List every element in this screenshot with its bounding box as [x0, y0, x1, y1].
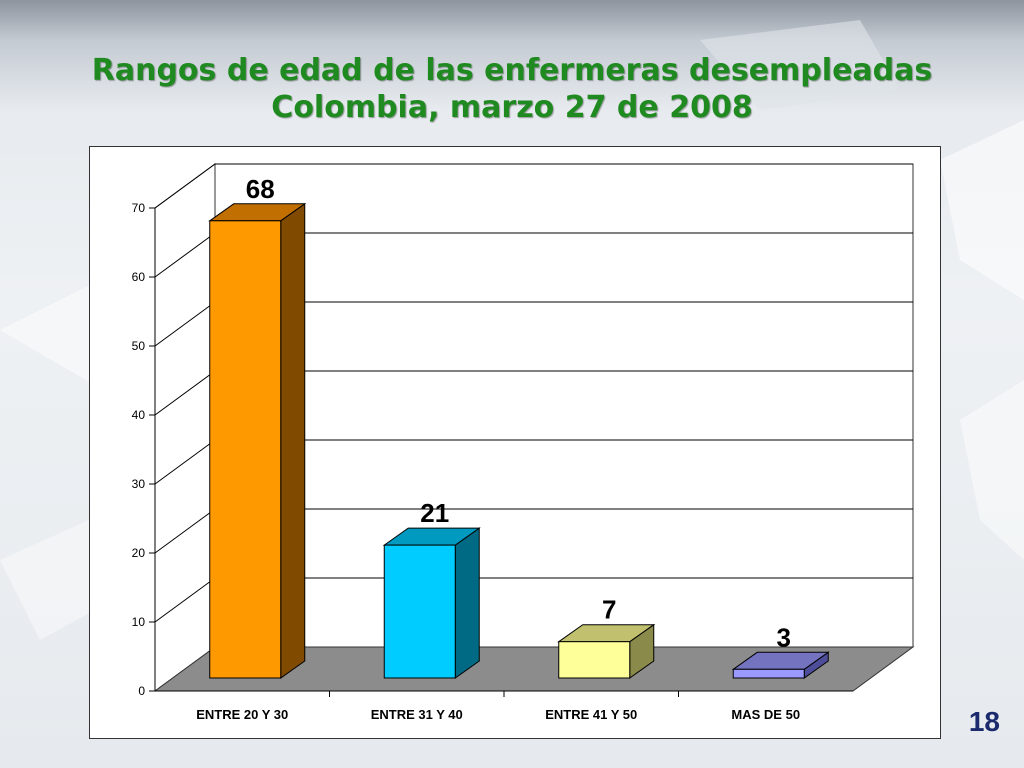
y-tick-label: 60 [132, 270, 146, 284]
chart-frame: 0 10 20 30 40 50 60 70 68 ENTRE 20 Y 30 21 ENTRE 31… [89, 146, 941, 739]
chart-back-wall [214, 163, 914, 648]
bar [732, 668, 805, 679]
bar-chart: 0 10 20 30 40 50 60 70 68 ENTRE 20 Y 30 21 ENTRE 31… [132, 163, 915, 722]
gridline-depth [154, 370, 216, 416]
title-line-1: Rangos de edad de las enfermeras desempl… [91, 53, 933, 88]
gridline-depth [154, 508, 216, 554]
bar [383, 544, 456, 679]
slide-title: Rangos de edad de las enfermeras desempl… [0, 52, 1024, 126]
y-tick-label: 10 [132, 615, 146, 629]
gridline-depth [154, 232, 216, 278]
bar [558, 641, 631, 679]
y-tick-label: 0 [138, 684, 145, 698]
gridline-depth [154, 301, 216, 347]
bar-side [280, 202, 306, 679]
gridline-depth [154, 163, 216, 209]
y-tick-label: 30 [132, 477, 146, 491]
chart-side-wall [154, 163, 216, 692]
y-tick-label: 40 [132, 408, 146, 422]
data-label: 3 [777, 622, 791, 652]
y-tick-label: 50 [132, 339, 146, 353]
x-tick-label: ENTRE 31 Y 40 [371, 707, 463, 722]
gridline-depth [154, 439, 216, 485]
data-label: 21 [420, 498, 449, 528]
bar [209, 220, 282, 679]
title-line-2: Colombia, marzo 27 de 2008 [271, 90, 753, 125]
y-tick-label: 20 [132, 546, 146, 560]
x-tick-label: MAS DE 50 [731, 707, 800, 722]
slide-number: 18 [968, 706, 1000, 737]
data-label: 7 [602, 595, 616, 625]
x-tick-label: ENTRE 41 Y 50 [545, 707, 637, 722]
data-label: 68 [246, 174, 275, 204]
y-tick-label: 70 [132, 201, 146, 215]
bar-side [454, 527, 480, 679]
gridline-depth [154, 577, 216, 623]
x-tick-label: ENTRE 20 Y 30 [196, 707, 288, 722]
